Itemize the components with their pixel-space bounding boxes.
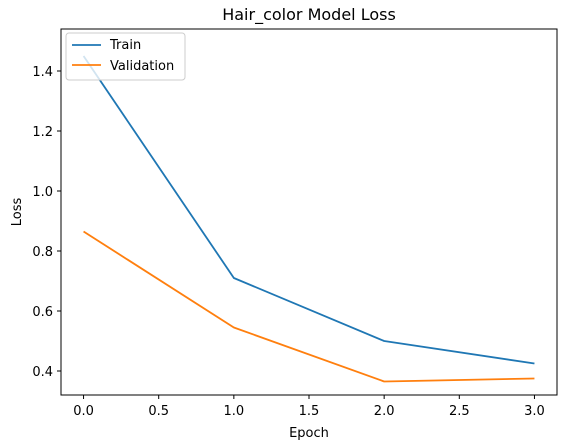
x-tick-label: 0.5 bbox=[148, 404, 169, 419]
x-tick-label: 1.5 bbox=[299, 404, 320, 419]
legend-label-train: Train bbox=[109, 38, 141, 53]
y-tick-label: 1.0 bbox=[32, 185, 53, 200]
plot-area-frame bbox=[60, 28, 558, 396]
y-tick-label: 0.8 bbox=[32, 245, 53, 260]
y-tick-label: 0.4 bbox=[32, 365, 53, 380]
x-tick-label: 3.0 bbox=[524, 404, 545, 419]
legend: Train Validation bbox=[65, 32, 186, 81]
series-line-train bbox=[82, 55, 535, 365]
x-tick-label: 2.5 bbox=[449, 404, 470, 419]
series-line-validation bbox=[83, 230, 535, 383]
ticks-layer: 0.0 0.5 1.0 1.5 2.0 2.5 3.0 0.4 0.6 0.8 1.0 1.2 1.4 bbox=[32, 65, 544, 419]
x-tick-label: 1.0 bbox=[224, 404, 245, 419]
y-tick-label: 1.4 bbox=[32, 65, 53, 80]
x-tick-label: 0.0 bbox=[73, 404, 94, 419]
legend-label-validation: Validation bbox=[110, 59, 174, 74]
series-layer bbox=[82, 55, 535, 383]
chart-title: Hair_color Model Loss bbox=[222, 5, 396, 25]
x-axis-label: Epoch bbox=[289, 426, 329, 441]
y-axis-label: Loss bbox=[10, 198, 25, 227]
y-tick-label: 1.2 bbox=[32, 125, 53, 140]
y-tick-label: 0.6 bbox=[32, 305, 53, 320]
x-tick-label: 2.0 bbox=[374, 404, 395, 419]
